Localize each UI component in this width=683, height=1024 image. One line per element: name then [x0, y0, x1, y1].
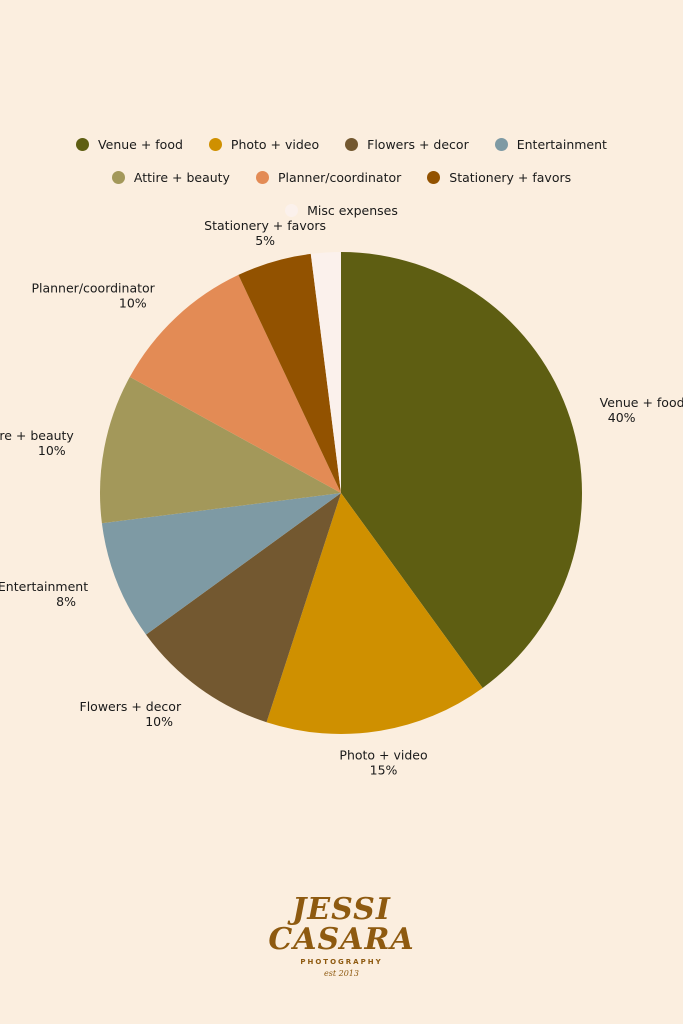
logo-line-3: PHOTOGRAPHY [300, 958, 383, 966]
pie-slice [101, 493, 341, 635]
pie-slice [129, 274, 341, 493]
data-label: Venue + food 40% [600, 395, 683, 425]
data-label: Stationery + favors 5% [204, 218, 326, 248]
legend-swatch [494, 138, 508, 151]
legend-label: Stationery + favors [449, 170, 572, 185]
pie-slice [100, 376, 341, 524]
legend-swatch [255, 171, 269, 184]
legend-label: Entertainment [516, 137, 607, 152]
legend-swatch [427, 171, 441, 184]
logo-line-1: JESSI [292, 892, 391, 927]
legend: Venue + food Photo + video Flowers + decor… [40, 128, 643, 227]
legend-label: Misc expenses [307, 203, 398, 218]
legend-item: Venue + food [76, 137, 183, 152]
legend-item: Flowers + decor [345, 137, 469, 152]
pie-slice [341, 252, 583, 688]
pie-slice [310, 252, 341, 493]
pie-slice [238, 253, 341, 493]
data-label: Planner/coordinator 10% [31, 281, 155, 311]
legend-swatch [111, 171, 125, 184]
legend-swatch [345, 138, 359, 151]
legend-item: Misc expenses [285, 203, 398, 218]
legend-label: Flowers + decor [367, 137, 469, 152]
legend-label: Venue + food [98, 137, 183, 152]
legend-item: Attire + beauty [111, 170, 230, 185]
legend-label: Photo + video [230, 137, 320, 152]
legend-swatch [285, 204, 299, 217]
legend-label: Attire + beauty [133, 170, 230, 185]
legend-row: Misc expenses [40, 194, 643, 227]
logo: JESSI CASARA PHOTOGRAPHY est 2013 [0, 892, 683, 979]
pie-slice [146, 493, 341, 723]
legend-label: Planner/coordinator [277, 170, 402, 185]
logo-line-2: CASARA [268, 922, 415, 957]
legend-row: Attire + beauty Planner/coordinator Statio… [40, 161, 643, 194]
legend-item: Stationery + favors [427, 170, 571, 185]
pie-slice [266, 493, 483, 734]
data-label: Entertainment 8% [0, 579, 88, 609]
legend-swatch [76, 138, 90, 151]
legend-item: Planner/coordinator [255, 170, 402, 185]
legend-swatch [208, 138, 222, 151]
data-label: Flowers + decor 10% [80, 699, 182, 729]
legend-row: Venue + food Photo + video Flowers + decor… [40, 128, 643, 161]
legend-item: Entertainment [494, 137, 607, 152]
legend-item: Photo + video [208, 137, 320, 152]
data-label: Photo + video 15% [339, 748, 427, 778]
logo-line-4: est 2013 [324, 969, 359, 978]
